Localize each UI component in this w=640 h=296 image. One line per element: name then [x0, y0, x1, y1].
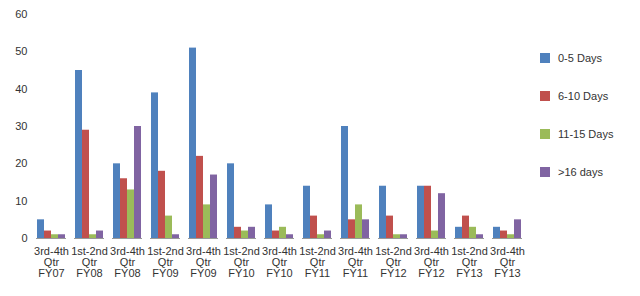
svg-text:20: 20	[15, 157, 27, 169]
html-text:6-10 Days: 6-10 Days	[558, 90, 609, 102]
svg-text:1st-2ndQtrFY13: 1st-2ndQtrFY13	[451, 245, 488, 279]
svg-text:1st-2ndQtrFY11: 1st-2ndQtrFY11	[299, 245, 336, 279]
svg-text:3rd-4thQtrFY07: 3rd-4thQtrFY07	[34, 245, 69, 279]
svg-text:1st-2ndQtrFY08: 1st-2ndQtrFY08	[71, 245, 108, 279]
svg-text:40: 40	[15, 83, 27, 95]
svg-text:3rd-4thQtrFY09: 3rd-4thQtrFY09	[186, 245, 221, 279]
html-text:11-15 Days: 11-15 Days	[558, 128, 614, 140]
svg-text:1st-2ndQtrFY10: 1st-2ndQtrFY10	[223, 245, 260, 279]
svg-text:0: 0	[21, 232, 27, 244]
svg-text:60: 60	[15, 8, 27, 20]
svg-text:30: 30	[15, 120, 27, 132]
html-text:0-5 Days: 0-5 Days	[558, 52, 602, 64]
svg-text:1st-2ndQtrFY12: 1st-2ndQtrFY12	[375, 245, 412, 279]
svg-text:10: 10	[15, 195, 27, 207]
svg-text:50: 50	[15, 45, 27, 57]
svg-text:3rd-4thQtrFY08: 3rd-4thQtrFY08	[110, 245, 145, 279]
svg-text:3rd-4thQtrFY13: 3rd-4thQtrFY13	[490, 245, 525, 279]
svg-text:3rd-4thQtrFY11: 3rd-4thQtrFY11	[338, 245, 373, 279]
svg-text:1st-2ndQtrFY09: 1st-2ndQtrFY09	[147, 245, 184, 279]
svg-text:3rd-4thQtrFY10: 3rd-4thQtrFY10	[262, 245, 297, 279]
svg-text:3rd-4thQtrFY12: 3rd-4thQtrFY12	[414, 245, 449, 279]
html-text:>16 days: >16 days	[558, 166, 603, 178]
